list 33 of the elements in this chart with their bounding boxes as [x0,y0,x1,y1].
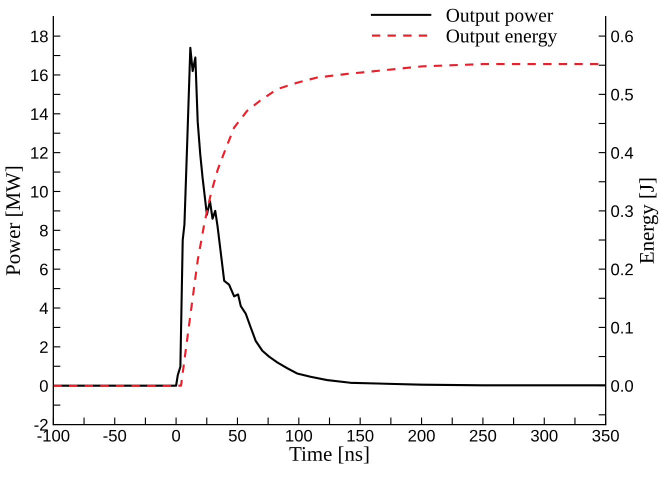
y-tick-label: 10 [31,186,48,198]
legend-label: Output energy [446,29,558,47]
x-tick-label: 200 [408,430,435,442]
legend-label: Output power [446,8,554,26]
y2-tick-label: 0.6 [611,30,633,42]
x-tick-label: 300 [531,430,558,442]
x-tick-label: -50 [103,430,126,442]
y-tick-label: 8 [40,224,48,237]
y-axis-title: Power [MW] [6,166,23,276]
x-tick-label: 100 [286,430,312,442]
y-tick-label: 14 [31,108,48,120]
y-tick-label: 4 [40,302,48,314]
x-tick-label: 0 [172,430,180,442]
y2-tick-label: 0.1 [611,322,633,334]
y-tick-label: 6 [40,264,48,276]
x-tick-label: 50 [228,430,246,442]
y-tick-label: 12 [31,147,48,159]
y2-tick-label: 0.4 [611,147,634,159]
y2-tick-label: 0.0 [611,380,634,392]
y2-tick-label: 0.2 [611,264,633,276]
x-tick-label: 250 [470,430,496,442]
x-tick-label: 150 [348,430,374,442]
y2-tick-label: 0.5 [611,88,633,101]
y2-axis-title: Energy [J] [639,178,658,264]
x-tick-label: 350 [592,430,619,442]
y-tick-label: -2 [34,418,48,431]
x-axis-title: Time [ns] [289,446,368,464]
y-tick-label: 0 [40,380,48,392]
y-tick-label: 2 [40,341,48,353]
y-tick-label: 18 [31,30,48,42]
y2-tick-label: 0.3 [611,205,633,218]
x-tick-label: -100 [37,430,70,442]
y-tick-label: 16 [31,69,48,82]
